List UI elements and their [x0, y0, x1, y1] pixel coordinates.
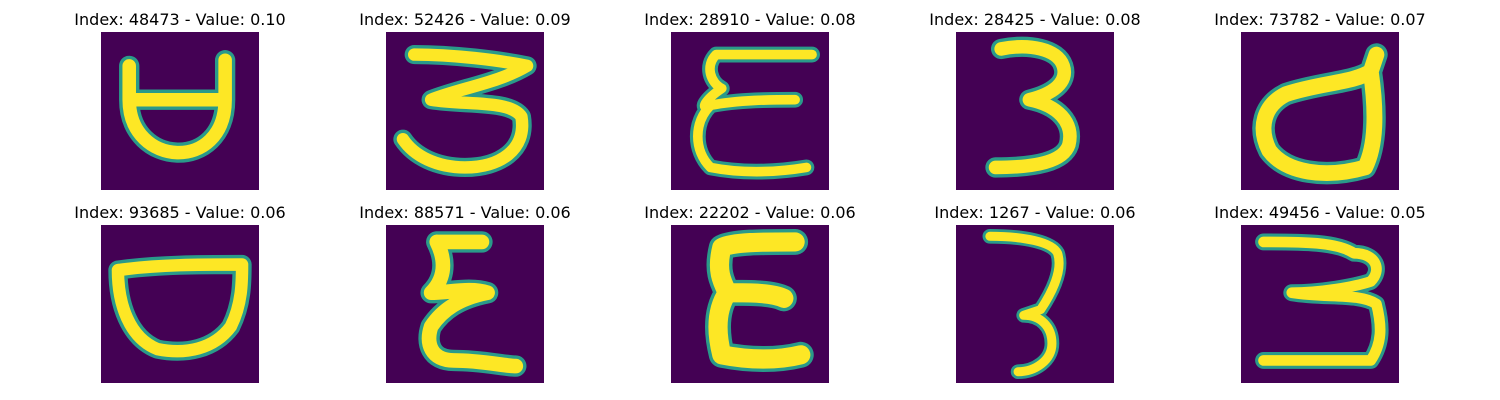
panel-title: Index: 73782 - Value: 0.07: [1214, 10, 1426, 29]
panel-title: Index: 22202 - Value: 0.06: [644, 203, 856, 222]
panel-title: Index: 52426 - Value: 0.09: [359, 10, 571, 29]
digit-image: [1241, 32, 1399, 190]
panel-title: Index: 49456 - Value: 0.05: [1214, 203, 1426, 222]
digit-image: [956, 32, 1114, 190]
panel-title: Index: 28425 - Value: 0.08: [929, 10, 1141, 29]
digit-image: [101, 32, 259, 190]
digit-image: [1241, 225, 1399, 383]
digit-image: [101, 225, 259, 383]
digit-image: [956, 225, 1114, 383]
panel-title: Index: 1267 - Value: 0.06: [934, 203, 1136, 222]
panel-title: Index: 88571 - Value: 0.06: [359, 203, 571, 222]
digit-image: [386, 32, 544, 190]
panel-title: Index: 48473 - Value: 0.10: [74, 10, 286, 29]
panel-title: Index: 28910 - Value: 0.08: [644, 10, 856, 29]
panel-title: Index: 93685 - Value: 0.06: [74, 203, 286, 222]
digit-image: [671, 32, 829, 190]
digit-image: [386, 225, 544, 383]
digit-image: [671, 225, 829, 383]
